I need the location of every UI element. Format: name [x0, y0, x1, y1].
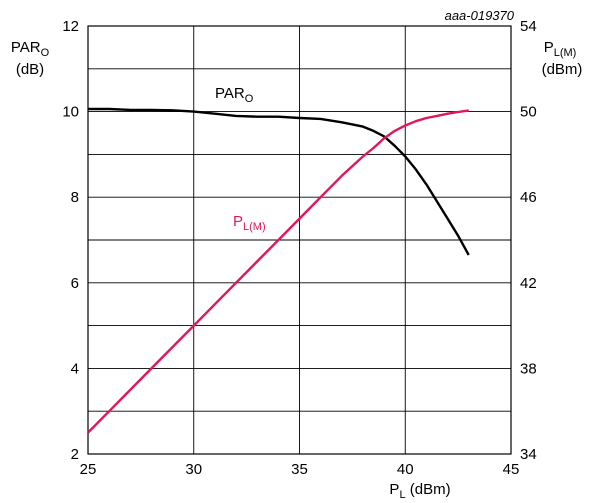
- y-left-tick-label: 10: [62, 104, 79, 121]
- series-label-plm-sub: L(M): [243, 221, 266, 233]
- right-axis-label: PL(M): [544, 39, 577, 59]
- plot-frame: [87, 25, 512, 455]
- right-axis-unit: (dBm): [542, 61, 583, 78]
- series-line-plm: [87, 109, 469, 434]
- left-axis-unit: (dB): [16, 61, 44, 78]
- grid-lines: [88, 26, 511, 454]
- series-label-plm-main: P: [233, 213, 243, 230]
- x-axis-label-sub: L: [399, 489, 405, 501]
- x-tick-label: 35: [291, 461, 308, 478]
- y-left-tick-label: 8: [71, 189, 79, 206]
- y-right-tick-label: 54: [520, 18, 537, 35]
- y-left-tick-label: 4: [71, 360, 79, 377]
- right-axis-label-main: P: [544, 39, 554, 56]
- series-label-par: PARO: [215, 85, 254, 105]
- x-tick-label: 45: [503, 461, 520, 478]
- y-right-tick-label: 46: [520, 189, 537, 206]
- x-tick-label: 40: [397, 461, 414, 478]
- figure-code: aaa-019370: [445, 8, 515, 23]
- right-axis-label-sub: L(M): [554, 47, 577, 59]
- series-line-par: [88, 107, 470, 256]
- left-axis-label-sub: O: [41, 47, 50, 59]
- series-label-plm: PL(M): [233, 213, 266, 233]
- series-layer: [87, 107, 470, 434]
- left-axis-label-main: PAR: [11, 39, 41, 56]
- x-axis-label: PL (dBm): [389, 481, 450, 501]
- y-left-tick-label: 6: [71, 275, 79, 292]
- x-axis-label-main: P: [389, 481, 399, 498]
- y-right-tick-label: 50: [520, 104, 537, 121]
- x-tick-label: 30: [185, 461, 202, 478]
- series-label-par-sub: O: [245, 93, 254, 105]
- x-tick-label: 25: [80, 461, 97, 478]
- y-right-tick-label: 34: [520, 446, 537, 463]
- series-label-par-main: PAR: [215, 85, 245, 102]
- y-right-tick-label: 38: [520, 360, 537, 377]
- y-left-tick-label: 12: [62, 18, 79, 35]
- y-left-tick-label: 2: [71, 446, 79, 463]
- left-axis-label: PARO: [11, 39, 50, 59]
- y-right-tick-label: 42: [520, 275, 537, 292]
- x-axis-label-unit: (dBm): [406, 481, 451, 498]
